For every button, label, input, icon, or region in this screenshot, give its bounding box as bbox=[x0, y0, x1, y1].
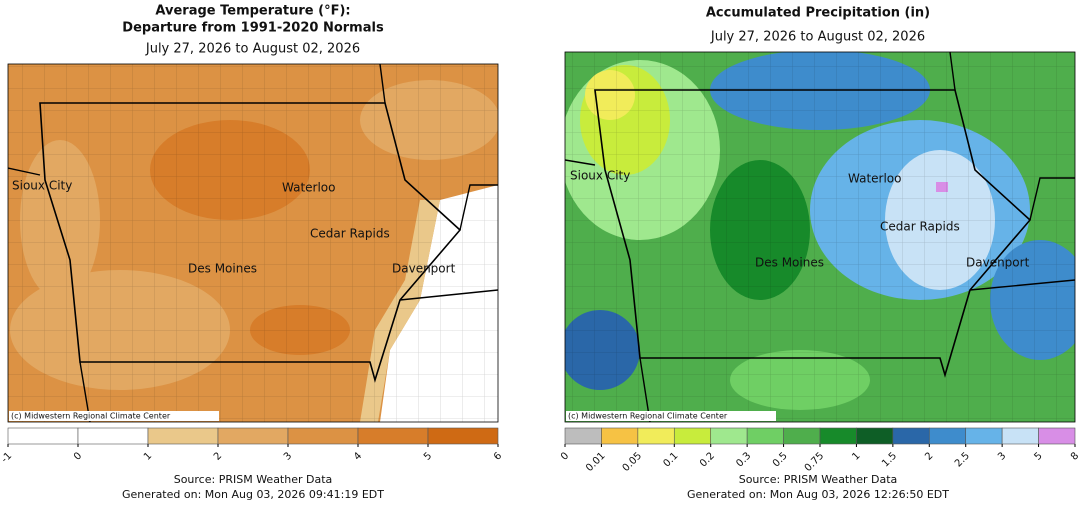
legend-swatch bbox=[601, 427, 639, 445]
legend-swatch bbox=[819, 427, 857, 445]
source: Source: PRISM Weather Data bbox=[174, 473, 333, 486]
legend-tick-label: 5 bbox=[1033, 450, 1045, 462]
legend-swatch bbox=[637, 427, 675, 445]
legend-tick-label: 0.05 bbox=[621, 450, 645, 474]
generated: Generated on: Mon Aug 03, 2026 12:26:50 … bbox=[687, 488, 949, 501]
legend-swatch bbox=[147, 427, 219, 445]
legend-tick-label: 2 bbox=[923, 450, 935, 462]
legend-swatch bbox=[710, 427, 748, 445]
credit-bg bbox=[9, 411, 219, 421]
legend-swatch bbox=[746, 427, 784, 445]
legend-tick-label: 3 bbox=[282, 450, 294, 462]
legend-swatch bbox=[427, 427, 499, 445]
legend-tick-label: 2.5 bbox=[953, 450, 972, 469]
legend-tick-label: 1 bbox=[850, 450, 862, 462]
map-subtitle: July 27, 2026 to August 02, 2026 bbox=[710, 30, 925, 45]
credit-bg bbox=[566, 411, 776, 421]
legend-swatch bbox=[217, 427, 289, 445]
legend-tick-label: 3 bbox=[996, 450, 1008, 462]
precipitation-map bbox=[565, 52, 1075, 422]
legend-tick-label: 0.3 bbox=[734, 450, 753, 469]
legend-swatch bbox=[856, 427, 894, 445]
legend-swatch bbox=[287, 427, 359, 445]
legend-swatch bbox=[564, 427, 602, 445]
map-subtitle: July 27, 2026 to August 02, 2026 bbox=[145, 42, 360, 57]
legend-swatch bbox=[673, 427, 712, 445]
legend-swatch bbox=[357, 427, 429, 445]
legend-swatch bbox=[928, 427, 967, 445]
map-title: Average Temperature (°F): bbox=[155, 4, 350, 19]
legend-tick-label: 0.1 bbox=[662, 450, 681, 469]
city-label: Cedar Rapids bbox=[310, 227, 390, 241]
legend-tick-label: 0.2 bbox=[698, 450, 717, 469]
legend-swatch bbox=[1001, 427, 1039, 445]
legend-tick-label: 0 bbox=[559, 450, 571, 462]
legend-tick-label: 1 bbox=[142, 450, 154, 462]
city-label: Cedar Rapids bbox=[880, 220, 960, 234]
legend-swatch bbox=[7, 427, 79, 445]
legend-tick-label: 8 bbox=[1069, 450, 1080, 462]
map-title: Departure from 1991-2020 Normals bbox=[122, 21, 384, 36]
legend-tick-label: -1 bbox=[0, 450, 14, 465]
map-frame bbox=[7, 63, 499, 423]
credit: (c) Midwestern Regional Climate Center bbox=[11, 412, 171, 421]
city-label: Sioux City bbox=[12, 179, 72, 193]
legend-swatch bbox=[77, 427, 149, 445]
credit: (c) Midwestern Regional Climate Center bbox=[568, 412, 728, 421]
source: Source: PRISM Weather Data bbox=[739, 473, 898, 486]
generated: Generated on: Mon Aug 03, 2026 09:41:19 … bbox=[122, 488, 384, 501]
legend-tick-label: 0.5 bbox=[771, 450, 790, 469]
city-label: Davenport bbox=[966, 256, 1030, 270]
legend-tick-label: 6 bbox=[492, 450, 504, 462]
legend-swatch bbox=[892, 427, 930, 445]
city-label: Des Moines bbox=[188, 262, 257, 276]
temperature-map bbox=[8, 64, 498, 422]
map-title: Accumulated Precipitation (in) bbox=[706, 6, 930, 21]
legend-swatch bbox=[1038, 427, 1076, 445]
legend-tick-label: 5 bbox=[422, 450, 434, 462]
city-label: Waterloo bbox=[848, 172, 902, 186]
legend-tick-label: 1.5 bbox=[880, 450, 899, 469]
legend-swatch bbox=[783, 427, 821, 445]
city-label: Des Moines bbox=[755, 256, 824, 270]
city-label: Sioux City bbox=[570, 169, 630, 183]
map-frame bbox=[564, 51, 1076, 423]
legend-swatch bbox=[965, 427, 1003, 445]
city-label: Waterloo bbox=[282, 181, 336, 195]
legend-tick-label: 4 bbox=[352, 450, 364, 462]
legend-tick-label: 0.01 bbox=[584, 450, 608, 474]
legend-tick-label: 0 bbox=[72, 450, 84, 462]
legend-tick-label: 2 bbox=[212, 450, 224, 462]
city-label: Davenport bbox=[392, 262, 456, 276]
legend-tick-label: 0.75 bbox=[803, 450, 827, 474]
